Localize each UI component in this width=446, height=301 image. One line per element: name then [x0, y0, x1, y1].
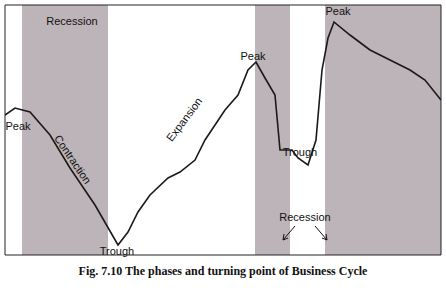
svg-text:Recession: Recession [46, 15, 97, 27]
svg-text:Peak: Peak [325, 5, 351, 17]
svg-text:Peak: Peak [240, 50, 266, 62]
html-text:Fig. 7.10 The phases and turni: Fig. 7.10 The phases and turning point o… [78, 264, 368, 278]
svg-text:Trough: Trough [100, 245, 134, 257]
svg-text:Peak: Peak [8, 120, 31, 132]
svg-text:Trough: Trough [283, 146, 317, 158]
svg-text:Recession: Recession [279, 211, 330, 223]
svg-text:Expansion: Expansion [164, 95, 205, 143]
svg-text:Contraction: Contraction [52, 133, 93, 186]
